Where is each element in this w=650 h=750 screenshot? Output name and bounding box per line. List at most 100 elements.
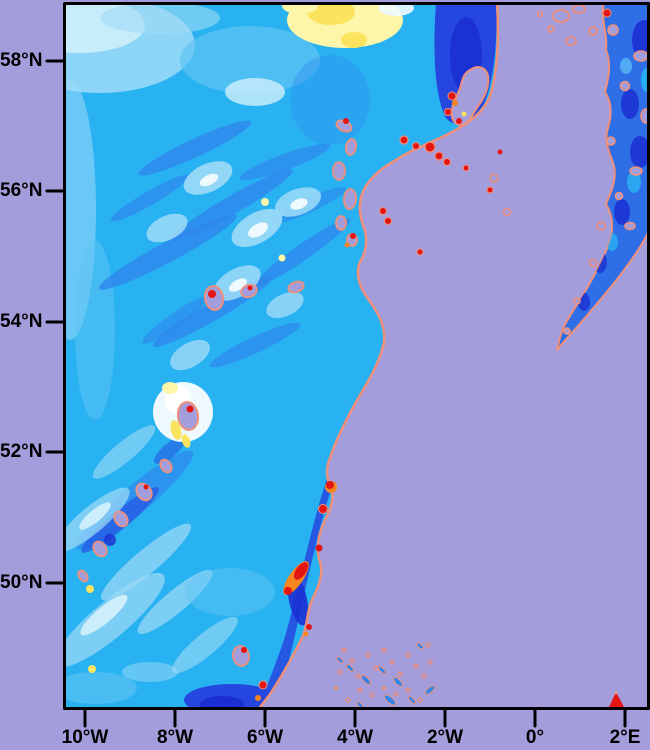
contour-blob <box>100 523 192 601</box>
x-tick-label: 2°E <box>609 727 641 748</box>
island <box>113 510 129 528</box>
contour-blob <box>344 242 350 248</box>
x-tick-label: 0° <box>525 727 545 748</box>
island <box>573 297 581 305</box>
contour-blob <box>444 108 452 116</box>
contour-blob <box>489 173 499 183</box>
island <box>159 458 173 474</box>
contour-blob <box>186 405 194 413</box>
stipple-speck <box>349 658 355 664</box>
contour-blob <box>424 141 436 153</box>
x-tick-label: 6°W <box>246 727 284 748</box>
stipple-speck <box>413 663 419 669</box>
contour-blob <box>620 58 632 74</box>
contour-blob <box>452 100 458 106</box>
island <box>552 9 570 23</box>
contour-blob <box>326 481 334 489</box>
stipple-speck <box>357 687 363 693</box>
contour-blob <box>443 158 451 166</box>
contour-blob <box>241 647 247 653</box>
contour-blob <box>88 665 96 673</box>
island <box>332 161 346 181</box>
contour-blob <box>110 174 190 222</box>
contour-blob <box>630 136 650 168</box>
x-tick-label: 2°W <box>426 727 464 748</box>
island <box>287 280 305 294</box>
contour-blob <box>416 248 424 256</box>
stipple-speck <box>425 642 431 648</box>
contour-blob <box>199 173 219 187</box>
contour-blob <box>486 186 494 194</box>
contour-blob <box>154 436 186 464</box>
contour-blob <box>266 291 304 319</box>
island <box>344 138 358 156</box>
contour-blob <box>141 296 209 344</box>
island <box>614 191 624 201</box>
contour-blob <box>255 695 261 701</box>
contour-blob <box>258 470 336 706</box>
island <box>629 166 643 176</box>
contour-blob <box>377 665 387 675</box>
contour-blob <box>318 504 328 514</box>
contour-blob <box>412 142 420 150</box>
contour-blob <box>86 585 94 593</box>
contour-blob <box>447 91 457 101</box>
stipple-speck <box>381 647 387 653</box>
contour-blob <box>162 382 178 394</box>
contour-blob <box>627 171 641 193</box>
stipple-speck <box>333 685 339 691</box>
map-field <box>63 2 650 710</box>
contour-blob <box>379 207 387 215</box>
island <box>563 327 571 335</box>
stipple-speck <box>369 692 375 698</box>
island <box>335 215 347 231</box>
island <box>572 4 586 14</box>
contour-blob <box>307 2 355 25</box>
island <box>606 136 616 146</box>
stipple-speck <box>381 685 387 691</box>
island <box>596 221 606 231</box>
island <box>536 10 544 18</box>
stipple-speck <box>393 691 399 697</box>
contour-blob <box>208 290 216 298</box>
contour-blob <box>360 674 372 686</box>
contour-blob <box>461 111 467 117</box>
contour-blob <box>180 26 320 94</box>
contour-blob <box>239 143 331 181</box>
contour-blob <box>209 322 301 368</box>
island <box>607 24 619 36</box>
y-tick-label: 50°N <box>0 572 43 593</box>
x-tick-label: 4°W <box>336 727 374 748</box>
contour-blob <box>146 213 188 243</box>
map-border <box>63 2 650 710</box>
contour-blob <box>79 502 111 530</box>
coastline <box>256 2 500 710</box>
island <box>588 26 598 36</box>
contour-blob <box>282 2 318 14</box>
contour-blob <box>293 562 309 580</box>
contour-blob <box>345 663 355 673</box>
island <box>624 221 636 231</box>
contour-blob <box>456 118 462 124</box>
contour-blob <box>261 198 269 206</box>
island <box>619 80 631 92</box>
island <box>77 569 89 583</box>
island <box>240 283 258 299</box>
contour-blob <box>303 631 309 637</box>
contour-blob <box>138 120 252 176</box>
island <box>633 50 649 62</box>
contour-blob <box>63 672 137 704</box>
contour-blob <box>258 680 268 690</box>
y-tick-label: 58°N <box>0 50 43 71</box>
contour-blob <box>92 425 156 479</box>
stipple-speck <box>405 687 411 693</box>
contour-blob <box>278 254 286 262</box>
island <box>343 188 357 210</box>
contour-blob <box>100 2 220 34</box>
contour-blob <box>75 240 115 420</box>
contour-blob <box>255 218 351 286</box>
contour-blob <box>171 169 293 241</box>
stipple-speck <box>341 647 347 653</box>
